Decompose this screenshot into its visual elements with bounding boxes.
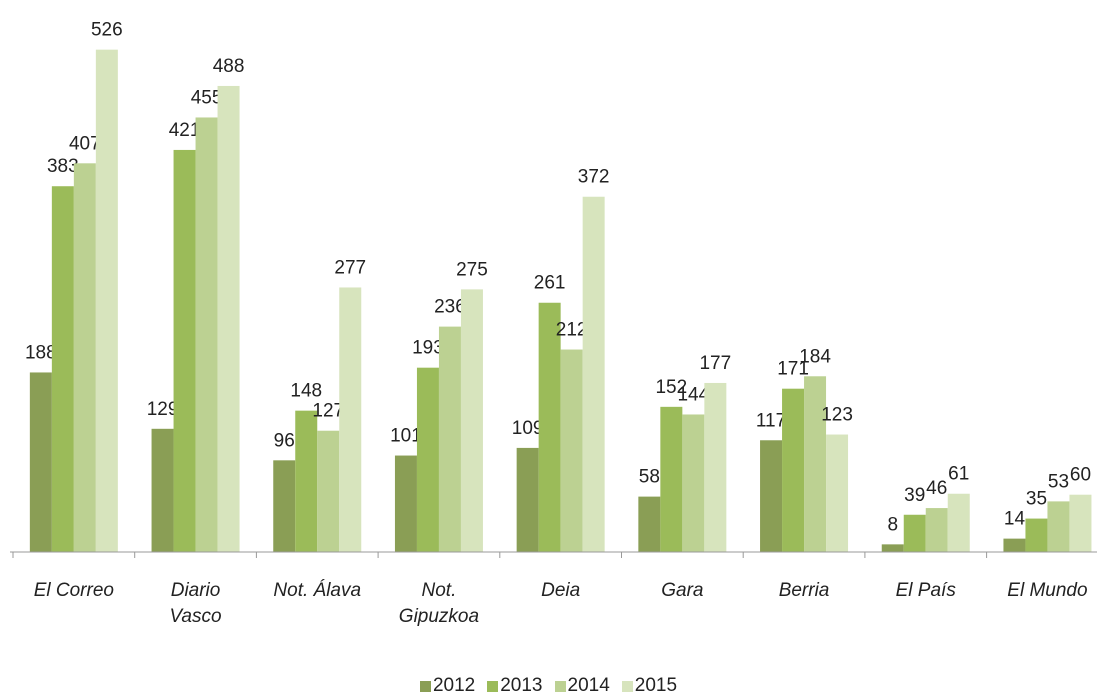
legend-label: 2012 — [432, 675, 476, 696]
bar — [317, 430, 340, 552]
value-label: 526 — [91, 20, 123, 41]
x-tick-label: Diario Vasco — [169, 580, 222, 627]
bar — [782, 388, 805, 552]
value-label: 407 — [69, 133, 101, 154]
value-label: 129 — [147, 399, 179, 420]
bar — [704, 382, 727, 552]
value-label: 58 — [639, 467, 660, 488]
bar — [660, 406, 683, 552]
value-label: 236 — [434, 297, 466, 318]
value-label: 261 — [534, 273, 566, 294]
value-label: 14 — [1004, 509, 1026, 530]
legend-label: 2013 — [500, 675, 543, 696]
bar — [516, 447, 539, 552]
bar — [560, 349, 583, 552]
legend-item: 2012 — [419, 675, 476, 697]
bar — [925, 508, 948, 552]
x-tick-label: Deia — [541, 580, 581, 601]
value-label: 46 — [926, 478, 947, 499]
bar — [173, 149, 196, 552]
x-tick-label: Not. Álava — [273, 580, 362, 601]
bar — [29, 372, 52, 552]
value-label: 277 — [334, 257, 366, 278]
value-label: 144 — [677, 384, 709, 405]
legend-swatch — [621, 680, 633, 692]
bar — [217, 85, 240, 553]
value-label: 193 — [412, 338, 444, 359]
value-label: 8 — [887, 514, 898, 535]
legend-swatch — [419, 680, 431, 692]
value-label: 53 — [1048, 471, 1069, 492]
bar — [195, 117, 218, 552]
value-label: 117 — [756, 410, 786, 431]
bar — [51, 186, 74, 552]
value-label: 61 — [948, 464, 969, 485]
bar — [881, 544, 904, 552]
bar — [295, 410, 318, 552]
value-label: 96 — [274, 430, 295, 451]
value-label: 60 — [1070, 465, 1091, 486]
value-label: 148 — [290, 381, 322, 402]
bar — [582, 196, 605, 552]
legend-item: 2013 — [487, 675, 543, 697]
x-tick-label: Gara — [661, 580, 704, 601]
bar — [826, 434, 849, 552]
value-label: 101 — [390, 426, 422, 447]
bar — [947, 493, 970, 552]
value-label: 152 — [655, 377, 687, 398]
bar — [438, 326, 461, 552]
bar — [460, 289, 483, 552]
value-label: 109 — [512, 418, 544, 439]
x-tick-label: El Mundo — [1007, 580, 1088, 601]
value-label: 421 — [169, 120, 201, 141]
x-tick-label: Not. Gipuzkoa — [398, 580, 480, 627]
legend-item: 2015 — [621, 675, 678, 697]
legend-item: 2014 — [554, 675, 610, 697]
value-label: 39 — [904, 485, 925, 506]
bar — [416, 367, 439, 552]
bar — [151, 428, 174, 552]
legend-label: 2015 — [634, 675, 678, 696]
bar — [804, 376, 827, 552]
value-label: 383 — [47, 156, 79, 177]
value-label: 177 — [699, 353, 731, 374]
bar — [1047, 501, 1070, 552]
value-label: 171 — [777, 359, 809, 380]
value-label: 275 — [456, 259, 488, 280]
x-tick-label: El País — [895, 580, 956, 601]
legend-label: 2014 — [567, 675, 610, 696]
bar — [339, 287, 362, 552]
value-label: 455 — [191, 87, 223, 108]
value-label: 488 — [213, 56, 245, 77]
bar — [1025, 518, 1048, 552]
bar — [73, 163, 96, 552]
bar — [95, 49, 118, 553]
legend: 2012 2013 2014 2015 — [0, 675, 1097, 697]
bar — [1003, 538, 1026, 552]
legend-swatch — [554, 680, 566, 692]
legend-swatch — [487, 680, 499, 692]
bar — [682, 414, 705, 552]
value-label: 372 — [578, 167, 610, 188]
value-label: 212 — [556, 320, 588, 341]
bar — [1069, 494, 1092, 552]
x-tick-label: El Correo — [33, 580, 114, 601]
bar — [903, 514, 926, 552]
value-label: 123 — [821, 405, 853, 426]
bar — [394, 455, 417, 552]
value-label: 35 — [1026, 489, 1047, 510]
bar — [538, 302, 561, 552]
value-label: 184 — [799, 346, 831, 367]
bar — [273, 460, 296, 552]
value-label: 188 — [25, 342, 57, 363]
bar — [760, 440, 783, 552]
bar — [638, 496, 661, 552]
x-tick-label: Berria — [778, 580, 830, 601]
value-label: 127 — [312, 401, 344, 422]
